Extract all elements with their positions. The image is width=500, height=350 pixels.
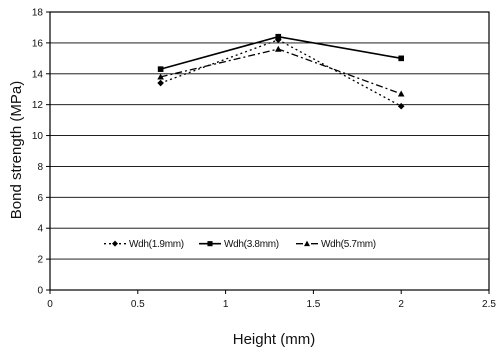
data-point xyxy=(275,33,282,40)
data-point xyxy=(157,79,164,87)
series-triangle xyxy=(157,45,405,97)
data-point xyxy=(274,45,282,52)
series-group xyxy=(157,33,405,110)
series-line xyxy=(160,48,402,95)
data-point xyxy=(157,66,164,72)
x-tick-label: 0 xyxy=(47,299,53,310)
y-tick-label: 4 xyxy=(37,224,43,235)
legend-label: Wdh(1.9mm) xyxy=(129,239,184,250)
y-tick-label: 0 xyxy=(37,286,43,297)
data-point xyxy=(397,102,405,110)
x-tick-label: 1 xyxy=(223,299,229,310)
y-axis-title: Bond strength (MPa) xyxy=(8,81,25,219)
gridlines xyxy=(50,42,489,260)
y-tick-label: 2 xyxy=(37,255,43,266)
x-axis-title: Height (mm) xyxy=(233,331,316,348)
y-tick-label: 6 xyxy=(37,193,43,204)
data-point xyxy=(397,90,405,97)
data-point xyxy=(157,73,164,80)
legend-label: Wdh(3.8mm) xyxy=(224,239,279,250)
legend-swatch-marker xyxy=(207,241,213,247)
axes: 0 2 4 6 8 10 12 14 16 18 0 0.5 1 1.5 2 2.5 xyxy=(32,8,497,311)
legend-entry: Wdh(3.8mm) xyxy=(199,239,279,250)
y-tick-label: 10 xyxy=(32,131,44,142)
legend-label: Wdh(5.7mm) xyxy=(321,239,376,250)
legend-swatch-marker xyxy=(304,240,310,247)
y-tick-label: 14 xyxy=(32,69,44,80)
x-tick-label: 1.5 xyxy=(306,299,320,310)
y-tick-label: 8 xyxy=(37,162,43,173)
legend-swatch-marker xyxy=(112,240,118,247)
legend-entry: Wdh(5.7mm) xyxy=(296,239,376,250)
series-line xyxy=(160,35,402,70)
y-tick-label: 18 xyxy=(32,8,44,19)
x-tick-label: 2 xyxy=(398,299,404,310)
x-tick-label: 2.5 xyxy=(482,299,496,310)
legend: Wdh(1.9mm) Wdh(3.8mm) Wdh(5.7mm) xyxy=(104,239,376,250)
x-tick-label: 0.5 xyxy=(131,299,145,310)
series-square xyxy=(157,33,405,72)
data-point xyxy=(398,55,405,62)
y-tick-label: 12 xyxy=(32,100,44,111)
series-diamond xyxy=(157,36,405,110)
y-tick-label: 16 xyxy=(32,38,44,49)
legend-entry: Wdh(1.9mm) xyxy=(104,239,184,250)
plot-frame xyxy=(49,11,490,291)
